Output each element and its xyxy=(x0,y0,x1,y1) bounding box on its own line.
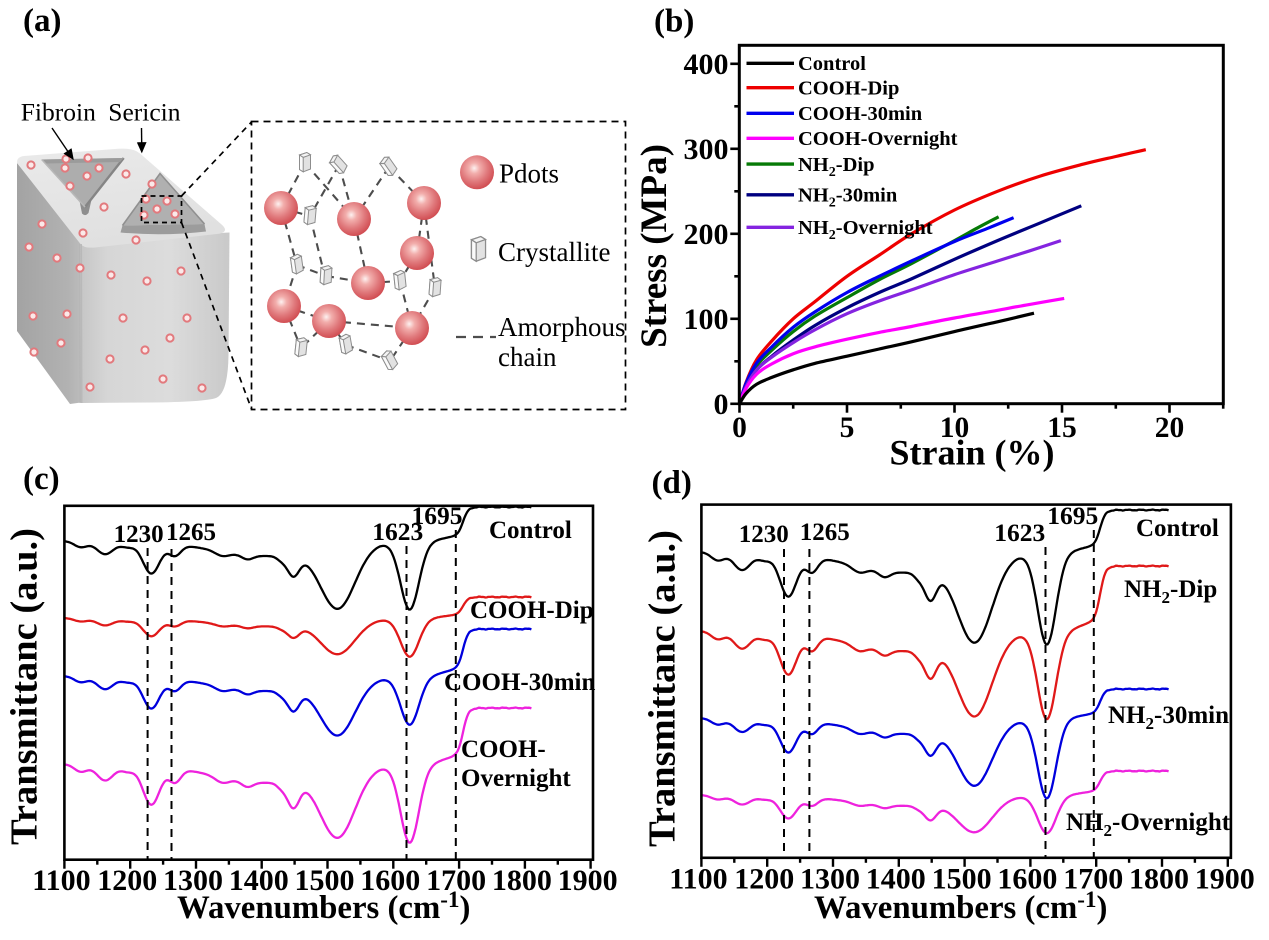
svg-text:400: 400 xyxy=(684,48,729,81)
svg-text:1100: 1100 xyxy=(669,863,727,896)
svg-text:Wavenumbers (cm-1): Wavenumbers (cm-1) xyxy=(814,887,1107,926)
svg-text:1800: 1800 xyxy=(1129,863,1189,896)
svg-text:1900: 1900 xyxy=(1195,863,1255,896)
svg-text:COOH-30min: COOH-30min xyxy=(444,669,595,696)
svg-text:1230: 1230 xyxy=(739,521,789,548)
svg-text:10: 10 xyxy=(940,412,970,444)
svg-text:(a): (a) xyxy=(23,3,61,39)
svg-text:300: 300 xyxy=(684,133,729,166)
svg-text:Control: Control xyxy=(798,53,866,75)
svg-text:1200: 1200 xyxy=(97,864,157,897)
svg-text:200: 200 xyxy=(684,218,729,251)
svg-text:NH2-30min: NH2-30min xyxy=(1108,702,1229,733)
svg-text:COOH-: COOH- xyxy=(461,736,546,763)
svg-text:0: 0 xyxy=(732,412,747,444)
svg-text:Sericin: Sericin xyxy=(108,98,180,127)
svg-text:1600: 1600 xyxy=(997,863,1057,896)
svg-text:1100: 1100 xyxy=(32,864,90,897)
svg-text:1623: 1623 xyxy=(994,518,1045,547)
svg-text:Crystallite: Crystallite xyxy=(498,237,610,267)
svg-text:Control: Control xyxy=(1136,515,1219,542)
svg-text:1900: 1900 xyxy=(558,864,618,897)
svg-text:1400: 1400 xyxy=(229,864,289,897)
svg-text:Transmittanc (a.u.): Transmittanc (a.u.) xyxy=(4,528,46,845)
svg-text:NH2-Dip: NH2-Dip xyxy=(798,154,874,180)
svg-text:1800: 1800 xyxy=(492,864,552,897)
svg-text:NH2-30min: NH2-30min xyxy=(798,185,898,211)
svg-text:1700: 1700 xyxy=(1063,863,1123,896)
svg-text:(c): (c) xyxy=(23,461,60,497)
svg-text:COOH-Dip: COOH-Dip xyxy=(470,597,594,624)
svg-text:1700: 1700 xyxy=(426,864,486,897)
svg-text:chain: chain xyxy=(498,342,557,372)
svg-text:Stress (MPa): Stress (MPa) xyxy=(634,144,675,348)
svg-text:1695: 1695 xyxy=(412,501,463,530)
svg-text:NH2-Dip: NH2-Dip xyxy=(1124,576,1217,607)
svg-text:(b): (b) xyxy=(654,4,694,40)
svg-text:1230: 1230 xyxy=(114,521,164,548)
svg-text:20: 20 xyxy=(1155,412,1185,444)
svg-text:15: 15 xyxy=(1047,412,1077,444)
svg-text:NH2-Overnight: NH2-Overnight xyxy=(798,217,933,243)
svg-text:NH2-Overnight: NH2-Overnight xyxy=(1066,809,1231,840)
svg-text:Wavenumbers (cm-1): Wavenumbers (cm-1) xyxy=(177,887,470,926)
svg-text:1400: 1400 xyxy=(866,863,926,896)
svg-text:(d): (d) xyxy=(652,465,692,501)
svg-text:1623: 1623 xyxy=(372,517,423,546)
svg-text:COOH-Overnight: COOH-Overnight xyxy=(798,128,958,150)
svg-text:5: 5 xyxy=(840,412,855,444)
svg-text:COOH-Dip: COOH-Dip xyxy=(798,78,899,100)
svg-text:Transmittanc (a.u.): Transmittanc (a.u.) xyxy=(642,530,684,847)
svg-text:1265: 1265 xyxy=(800,519,850,546)
svg-text:1600: 1600 xyxy=(360,864,420,897)
svg-text:Fibroin: Fibroin xyxy=(21,98,96,127)
svg-text:Strain (%): Strain (%) xyxy=(890,433,1055,473)
svg-text:Control: Control xyxy=(489,517,572,544)
svg-text:COOH-30min: COOH-30min xyxy=(798,103,923,125)
svg-text:1300: 1300 xyxy=(163,864,223,897)
svg-text:1265: 1265 xyxy=(166,519,216,546)
svg-text:1500: 1500 xyxy=(295,864,355,897)
svg-text:1300: 1300 xyxy=(800,863,860,896)
svg-text:1500: 1500 xyxy=(932,863,992,896)
svg-text:1200: 1200 xyxy=(734,863,794,896)
svg-text:1695: 1695 xyxy=(1047,501,1098,530)
svg-text:Amorphous: Amorphous xyxy=(498,312,626,342)
svg-text:0: 0 xyxy=(714,388,729,421)
svg-text:100: 100 xyxy=(684,303,729,336)
svg-text:Pdots: Pdots xyxy=(499,159,559,189)
svg-text:Overnight: Overnight xyxy=(461,765,571,792)
